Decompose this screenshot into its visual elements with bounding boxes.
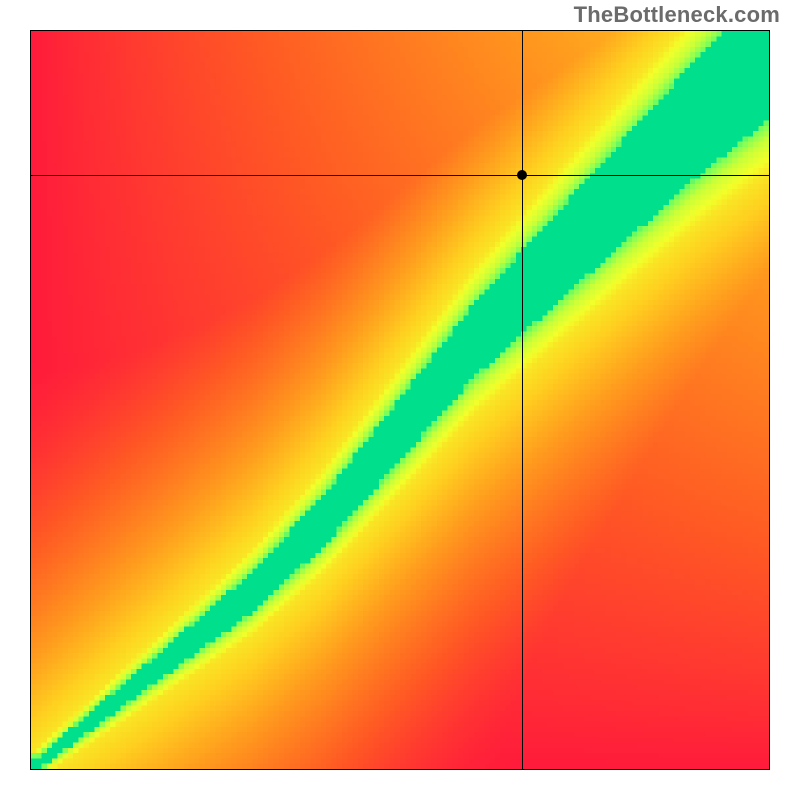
crosshair-marker — [517, 170, 527, 180]
crosshair-vertical — [522, 31, 523, 769]
figure-container: TheBottleneck.com — [0, 0, 800, 800]
heatmap-plot — [30, 30, 770, 770]
heatmap-canvas — [31, 31, 769, 769]
watermark-text: TheBottleneck.com — [574, 2, 780, 28]
crosshair-horizontal — [31, 175, 769, 176]
